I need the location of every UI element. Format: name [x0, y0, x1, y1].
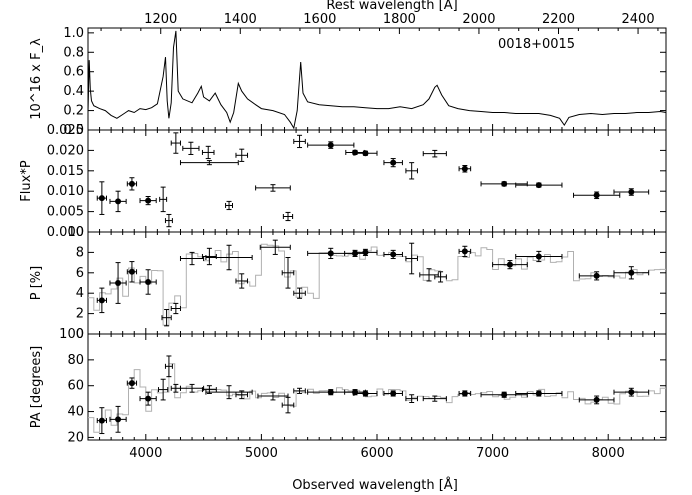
data-point-filled	[461, 248, 468, 255]
y-tick-label: 0.4	[63, 84, 84, 99]
data-point-filled	[115, 416, 122, 423]
data-point-filled	[98, 195, 105, 202]
y-tick-label: 6	[76, 266, 84, 281]
top-axis-label: Rest wavelength [Å]	[326, 0, 457, 13]
data-point-filled	[390, 251, 397, 258]
y-tick-label: 60	[67, 379, 84, 394]
top-tick-label: 1600	[303, 12, 336, 27]
y-tick-label: 20	[67, 430, 84, 445]
data-point-filled	[461, 165, 468, 172]
data-point-filled	[593, 192, 600, 199]
flux-spectrum-line	[87, 30, 667, 130]
data-point-filled	[593, 272, 600, 279]
data-point-filled	[362, 150, 369, 157]
data-point-filled	[535, 253, 542, 260]
data-point-filled	[535, 182, 542, 189]
y-tick-label: 1.0	[63, 26, 84, 41]
data-point-filled	[98, 297, 105, 304]
data-point-filled	[128, 268, 135, 275]
data-point-filled	[461, 390, 468, 397]
y-tick-label: 0.6	[63, 65, 84, 80]
top-tick-label: 2200	[542, 12, 575, 27]
top-tick-label: 1400	[224, 12, 257, 27]
data-point-filled	[390, 390, 397, 397]
data-point-filled	[352, 250, 359, 257]
bottom-axis-label: Observed wavelength [Å]	[292, 477, 458, 493]
top-tick-label: 2400	[622, 12, 655, 27]
binned-histogram-panel-3	[88, 243, 666, 326]
y-tick-label: 0.8	[63, 45, 84, 60]
bottom-tick-label: 6000	[360, 446, 393, 461]
data-point-filled	[327, 142, 334, 149]
data-point-filled	[145, 197, 152, 204]
y-tick-label: 0	[76, 327, 84, 342]
data-point-filled	[628, 269, 635, 276]
data-point-filled	[98, 417, 105, 424]
y-tick-label: 0.005	[47, 205, 84, 220]
y-tick-label: 0.010	[47, 184, 84, 199]
data-point-filled	[145, 278, 152, 285]
bottom-tick-label: 4000	[129, 446, 162, 461]
y-tick-label: 0.2	[63, 104, 84, 119]
data-point-filled	[501, 391, 508, 398]
bottom-tick-label: 5000	[245, 446, 278, 461]
y-tick-label: 100	[59, 327, 84, 342]
data-point-filled	[352, 149, 359, 156]
data-point-filled	[115, 280, 122, 286]
data-point-filled	[362, 249, 369, 256]
y-tick-label: 0.000	[47, 225, 84, 240]
data-point-filled	[506, 261, 513, 268]
data-point-filled	[352, 389, 359, 396]
data-point-filled	[628, 189, 635, 196]
data-point-filled	[390, 159, 397, 166]
data-point-filled	[535, 390, 542, 397]
y-axis-label: PA [degrees]	[29, 346, 44, 429]
data-point-filled	[128, 380, 135, 387]
data-point-filled	[327, 389, 334, 396]
object-label: 0018+0015	[498, 37, 575, 52]
y-axis-label: P [%]	[29, 266, 44, 300]
y-tick-label: 10	[67, 225, 84, 240]
data-point-filled	[362, 390, 369, 397]
y-tick-label: 2	[76, 307, 84, 322]
y-tick-label: 8	[76, 245, 84, 260]
data-point-filled	[115, 198, 122, 205]
panel-frame-2	[87, 129, 667, 233]
data-point-filled	[327, 250, 334, 257]
bottom-tick-label: 8000	[592, 446, 625, 461]
y-tick-label: 0.025	[47, 123, 84, 138]
top-tick-label: 1800	[383, 12, 416, 27]
data-marks	[87, 30, 667, 435]
data-point-filled	[128, 180, 135, 187]
y-tick-label: 80	[67, 353, 84, 368]
y-tick-label: 0.0	[63, 123, 84, 138]
y-tick-label: 0.015	[47, 164, 84, 179]
data-point-filled	[501, 180, 508, 187]
top-tick-label: 2000	[462, 12, 495, 27]
bottom-tick-label: 7000	[476, 446, 509, 461]
top-tick-label: 1200	[144, 12, 177, 27]
y-tick-label: 40	[67, 405, 84, 420]
y-axis-label: 10^16 x F_λ	[29, 38, 44, 120]
y-tick-label: 4	[76, 286, 84, 301]
data-point-filled	[628, 389, 635, 396]
data-point-filled	[145, 395, 152, 402]
y-axis-label: Flux*P	[19, 160, 34, 202]
data-point-filled	[593, 396, 600, 403]
y-tick-label: 0.020	[47, 143, 84, 158]
